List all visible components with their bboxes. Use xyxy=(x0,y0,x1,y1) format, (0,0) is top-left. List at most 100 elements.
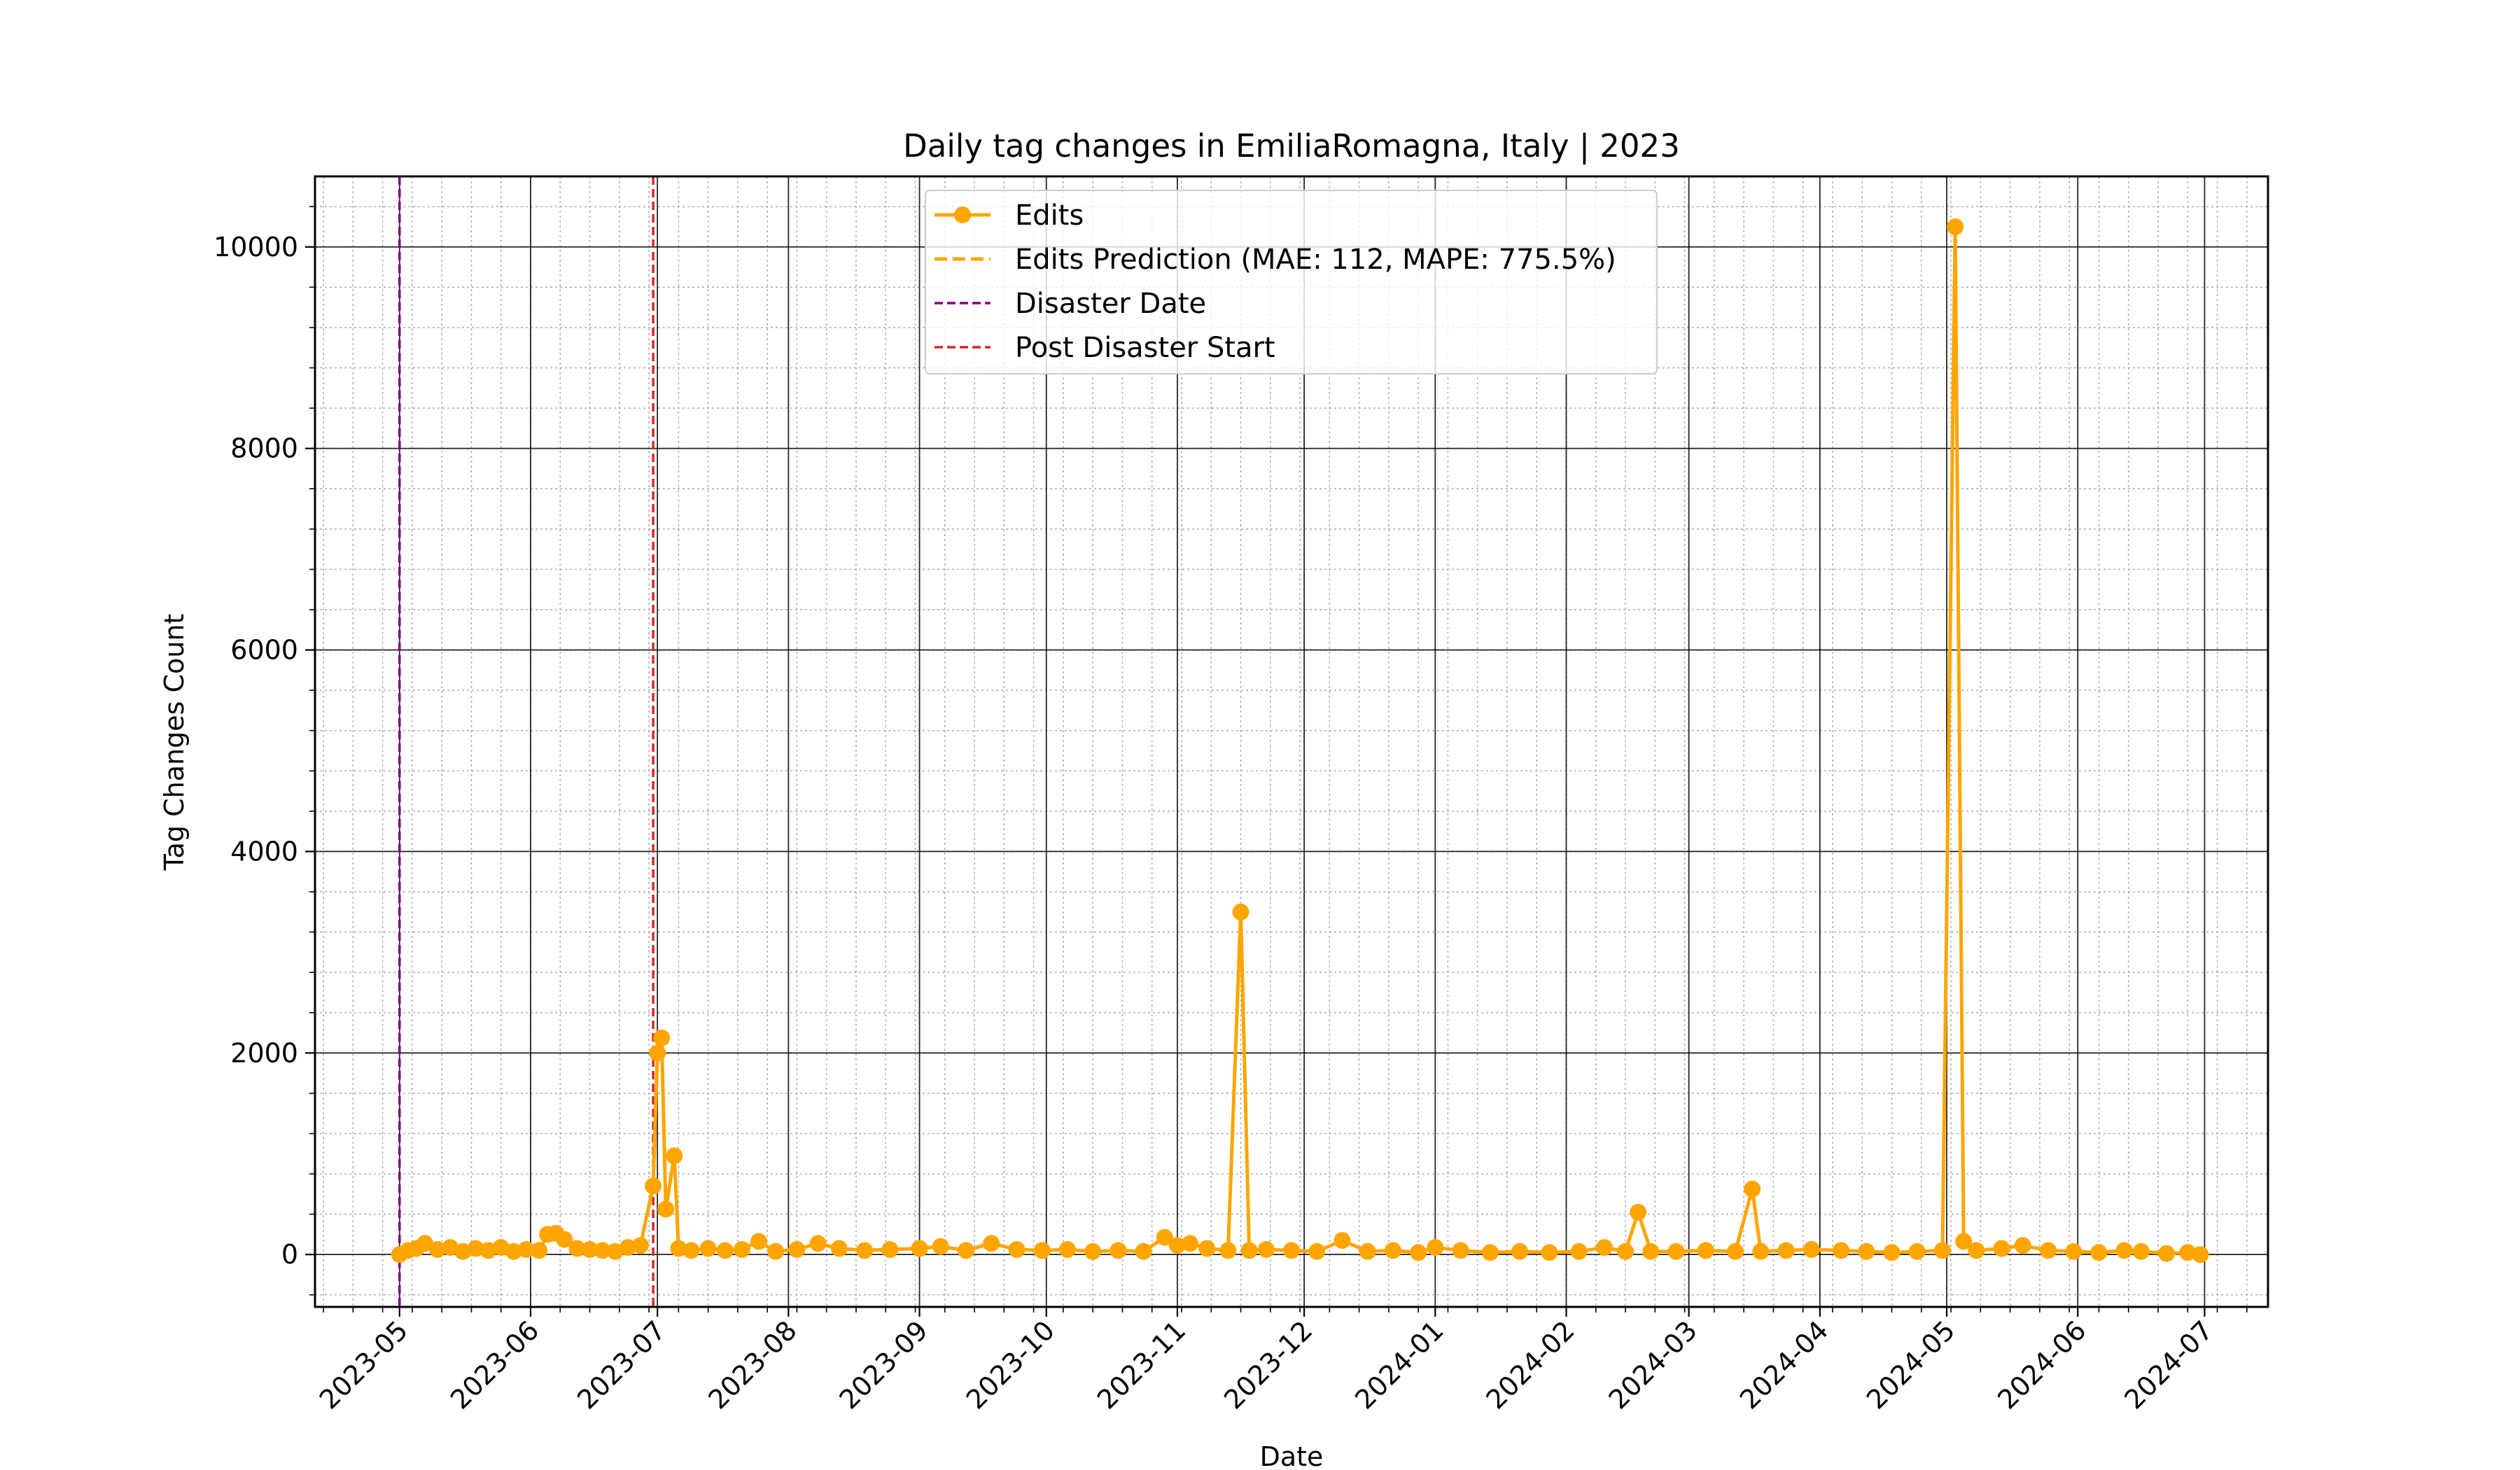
data-point xyxy=(416,1235,433,1252)
data-point xyxy=(594,1242,611,1259)
data-point xyxy=(492,1239,510,1256)
data-point xyxy=(531,1242,548,1259)
data-point xyxy=(2065,1242,2082,1260)
data-point xyxy=(1198,1240,1216,1257)
data-point xyxy=(1283,1242,1300,1259)
data-point xyxy=(1858,1242,1875,1260)
data-point xyxy=(1617,1242,1634,1260)
data-point xyxy=(767,1242,785,1260)
data-point xyxy=(645,1177,662,1195)
data-point xyxy=(517,1241,535,1258)
y-tick-label: 2000 xyxy=(230,1037,298,1068)
data-point xyxy=(1630,1203,1647,1221)
data-point xyxy=(1541,1244,1558,1261)
data-point xyxy=(856,1242,874,1259)
data-point xyxy=(1511,1242,1529,1260)
y-tick-label: 6000 xyxy=(230,635,298,666)
data-point xyxy=(1452,1242,1469,1259)
data-point xyxy=(2192,1246,2209,1264)
data-point xyxy=(657,1200,675,1218)
legend-entry-disaster-date: Disaster Date xyxy=(934,288,1206,320)
data-point xyxy=(2132,1242,2150,1260)
data-point xyxy=(1257,1241,1275,1258)
x-axis-label: Date xyxy=(1260,1441,1324,1470)
data-point xyxy=(505,1242,522,1260)
data-point xyxy=(1168,1237,1186,1254)
legend-label-disaster-date: Disaster Date xyxy=(1015,288,1206,320)
data-point xyxy=(1642,1242,1660,1260)
data-point xyxy=(1777,1242,1795,1259)
data-point xyxy=(1427,1239,1444,1256)
data-point xyxy=(1752,1242,1770,1260)
plot-frame xyxy=(314,175,2269,1308)
data-point xyxy=(1802,1241,1820,1258)
data-point xyxy=(2040,1242,2057,1259)
data-point xyxy=(619,1239,636,1256)
y-tick-label: 0 xyxy=(281,1239,298,1270)
legend-marker-edits xyxy=(954,206,971,223)
data-point xyxy=(1595,1239,1613,1256)
data-point xyxy=(429,1241,447,1258)
data-point xyxy=(1334,1232,1351,1249)
y-tick-label: 10000 xyxy=(214,232,298,262)
data-point xyxy=(1156,1228,1173,1246)
legend-entry-prediction: Edits Prediction (MAE: 112, MAPE: 775.5%… xyxy=(934,244,1616,276)
data-point xyxy=(670,1240,687,1257)
data-point xyxy=(653,1029,671,1046)
data-point xyxy=(1384,1242,1401,1259)
data-point xyxy=(606,1242,624,1260)
chart-title: Daily tag changes in EmiliaRomagna, Ital… xyxy=(903,127,1680,164)
data-point xyxy=(1833,1242,1850,1259)
data-point xyxy=(1033,1242,1051,1259)
data-point xyxy=(2115,1242,2133,1259)
data-point xyxy=(1481,1244,1499,1261)
data-point xyxy=(750,1233,768,1250)
data-point xyxy=(983,1235,1000,1252)
data-point xyxy=(1410,1244,1427,1261)
legend-box xyxy=(925,190,1658,374)
data-point xyxy=(958,1242,974,1259)
data-point xyxy=(716,1242,734,1259)
data-point xyxy=(632,1237,649,1254)
data-point xyxy=(1008,1241,1026,1258)
data-point xyxy=(1727,1242,1744,1260)
data-point xyxy=(1058,1241,1076,1258)
data-point xyxy=(1232,903,1250,920)
legend: Edits Edits Prediction (MAE: 112, MAPE: … xyxy=(925,190,1658,374)
data-point xyxy=(1135,1242,1152,1260)
data-point xyxy=(911,1240,928,1257)
data-point xyxy=(1219,1242,1237,1259)
data-point xyxy=(1667,1242,1685,1260)
data-point xyxy=(556,1231,573,1248)
data-point xyxy=(2014,1237,2031,1254)
legend-label-prediction: Edits Prediction (MAE: 112, MAPE: 775.5%… xyxy=(1015,244,1616,276)
data-point xyxy=(1955,1233,1973,1250)
y-tick-label: 4000 xyxy=(230,836,298,867)
data-point xyxy=(1182,1235,1199,1252)
data-point xyxy=(932,1238,949,1255)
data-point xyxy=(581,1241,598,1258)
data-point xyxy=(1240,1242,1258,1259)
data-point xyxy=(1883,1244,1900,1261)
data-point xyxy=(1084,1242,1102,1260)
data-point xyxy=(568,1240,586,1257)
data-point xyxy=(442,1239,459,1256)
data-point xyxy=(788,1241,806,1258)
legend-entry-edits: Edits xyxy=(934,200,1084,232)
data-point xyxy=(1908,1242,1926,1260)
data-point xyxy=(1697,1242,1714,1259)
data-point xyxy=(649,1044,666,1062)
data-point xyxy=(830,1240,848,1257)
data-point xyxy=(1968,1242,1985,1259)
data-point xyxy=(454,1242,472,1260)
y-axis: 0 2000 4000 6000 8000 10000 xyxy=(214,206,315,1296)
data-point xyxy=(881,1241,899,1258)
data-point xyxy=(479,1242,497,1259)
legend-label-edits: Edits xyxy=(1015,200,1084,232)
data-point xyxy=(1110,1242,1127,1259)
data-point xyxy=(1359,1242,1376,1260)
data-point xyxy=(682,1242,700,1259)
data-point xyxy=(733,1241,750,1258)
series-layer xyxy=(391,218,2209,1264)
